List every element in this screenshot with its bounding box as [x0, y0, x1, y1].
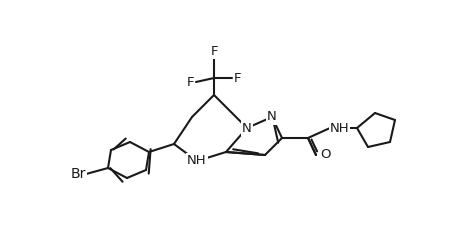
Text: O: O	[320, 149, 331, 161]
Text: N: N	[242, 122, 252, 134]
Text: F: F	[210, 45, 218, 58]
Text: N: N	[267, 110, 277, 124]
Text: F: F	[234, 72, 242, 85]
Text: Br: Br	[71, 167, 86, 181]
Text: NH: NH	[187, 155, 207, 167]
Text: NH: NH	[330, 122, 350, 134]
Text: F: F	[187, 76, 194, 88]
